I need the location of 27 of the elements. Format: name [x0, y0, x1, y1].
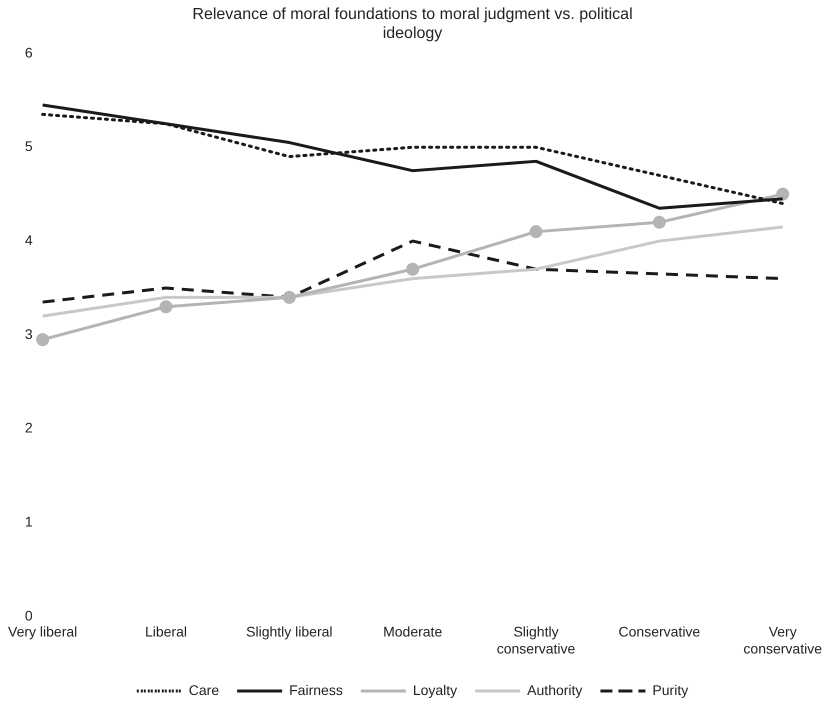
legend-label: Fairness: [289, 682, 343, 698]
y-tick-label: 1: [24, 513, 33, 530]
legend-label: Loyalty: [412, 682, 458, 698]
y-tick-label: 6: [24, 44, 33, 60]
legend-label: Purity: [652, 682, 688, 698]
point: [652, 216, 666, 229]
x-tick-label: Very liberal: [8, 624, 78, 640]
point: [282, 290, 296, 304]
x-tick-label: Moderate: [383, 624, 442, 640]
legend-label: Authority: [527, 682, 582, 698]
y-tick-label: 0: [24, 607, 33, 624]
y-tick-label: 3: [24, 326, 33, 342]
x-tick-label: Conservative: [618, 624, 700, 640]
y-tick-label: 5: [24, 138, 33, 154]
y-tick-label: 4: [24, 232, 33, 248]
y-tick-label: 2: [24, 420, 33, 436]
x-tick-label: Slightly conservative: [496, 624, 576, 656]
chart-title: Relevance of moral foundations to moral judgment vs. political ideology: [192, 6, 633, 42]
point: [406, 262, 420, 276]
x-tick-label: Very conservative: [743, 624, 822, 656]
point: [159, 300, 172, 314]
x-tick-label: Slightly liberal: [246, 624, 333, 640]
x-tick-label: Liberal: [144, 624, 187, 640]
point: [530, 225, 543, 238]
legend-label: Care: [188, 682, 220, 698]
point: [776, 188, 790, 201]
point: [36, 333, 50, 346]
